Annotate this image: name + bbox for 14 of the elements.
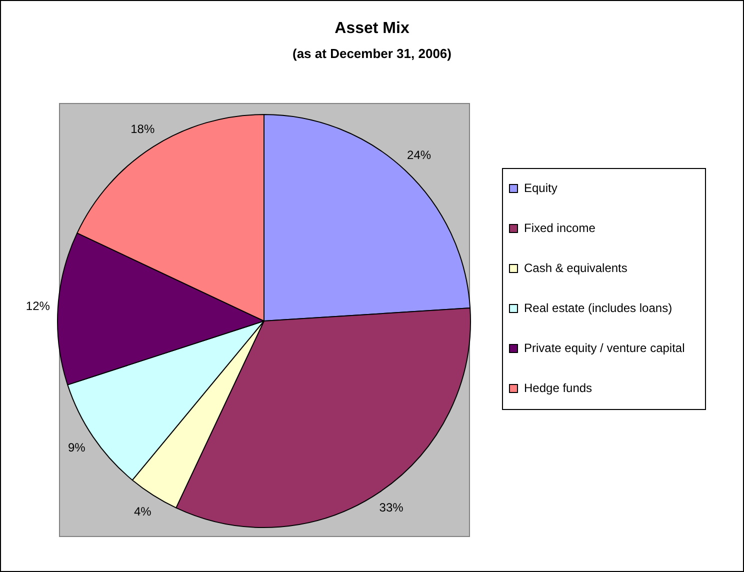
data-label: 33% xyxy=(379,500,404,515)
legend-label: Private equity / venture capital xyxy=(524,341,685,355)
legend-label: Fixed income xyxy=(524,221,596,235)
data-label: 9% xyxy=(68,440,86,455)
chart-subtitle: (as at December 31, 2006) xyxy=(292,46,452,61)
legend-label: Hedge funds xyxy=(524,381,592,395)
data-label: 4% xyxy=(134,504,152,519)
legend-label: Equity xyxy=(524,181,558,195)
data-label: 12% xyxy=(26,299,50,314)
legend-label: Cash & equivalents xyxy=(524,261,628,275)
chart-title: Asset Mix xyxy=(334,20,410,38)
data-label: 18% xyxy=(130,122,155,136)
legend-label: Real estate (includes loans) xyxy=(524,301,672,315)
data-label: 24% xyxy=(407,148,432,162)
